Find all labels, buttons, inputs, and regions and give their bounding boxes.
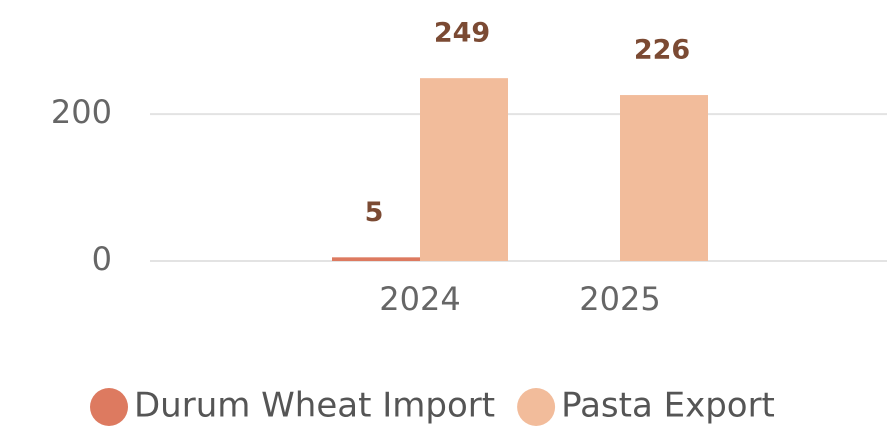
legend-label: Pasta Export — [561, 386, 775, 426]
bar — [332, 257, 420, 261]
y-tick-label: 200 — [51, 93, 112, 131]
value-label: 249 — [434, 18, 490, 49]
legend-marker — [90, 388, 128, 426]
bar — [420, 78, 508, 261]
value-label: 5 — [365, 197, 384, 228]
bar — [620, 95, 708, 262]
x-tick-label: 2025 — [579, 280, 660, 318]
x-tick-label: 2024 — [379, 280, 460, 318]
legend-label: Durum Wheat Import — [134, 386, 495, 426]
legend-marker — [517, 388, 556, 426]
value-label: 226 — [634, 35, 690, 66]
y-tick-label: 0 — [92, 240, 112, 278]
